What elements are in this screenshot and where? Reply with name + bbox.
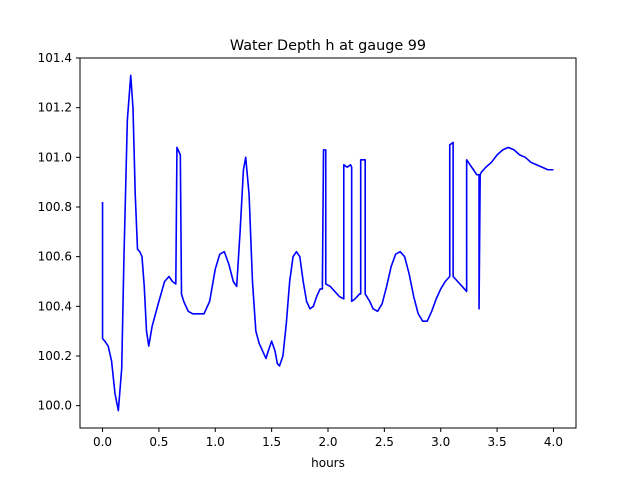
- y-tick-label: 101.2: [38, 101, 72, 115]
- x-tick-label: 2.5: [375, 435, 394, 449]
- x-axis: 0.0 0.5 1.0 1.5 2.0 2.5 3.0 3.5 4.0: [93, 428, 563, 449]
- x-tick-label: 3.0: [431, 435, 450, 449]
- x-tick-label: 4.0: [544, 435, 563, 449]
- y-tick-label: 100.6: [38, 250, 72, 264]
- x-axis-label: hours: [311, 456, 345, 470]
- y-tick-label: 100.4: [38, 299, 72, 313]
- x-tick-label: 0.0: [93, 435, 112, 449]
- plot-frame: [79, 57, 577, 429]
- x-tick-label: 0.5: [149, 435, 168, 449]
- x-tick-label: 2.0: [318, 435, 337, 449]
- series-line: [101, 74, 554, 412]
- y-tick-label: 100.2: [38, 349, 72, 363]
- series-layer: [101, 74, 554, 412]
- y-tick-label: 100.0: [38, 399, 72, 413]
- y-tick-label: 101.0: [38, 150, 72, 164]
- x-tick-label: 1.0: [206, 435, 225, 449]
- x-tick-label: 1.5: [262, 435, 281, 449]
- y-tick-label: 100.8: [38, 200, 72, 214]
- plot-area: [79, 57, 577, 429]
- x-tick-label: 3.5: [488, 435, 507, 449]
- y-axis: 100.0 100.2 100.4 100.6 100.8 101.0 101.2 101.4: [38, 51, 80, 413]
- chart-title: Water Depth h at gauge 99: [230, 38, 426, 54]
- y-tick-label: 101.4: [38, 51, 72, 65]
